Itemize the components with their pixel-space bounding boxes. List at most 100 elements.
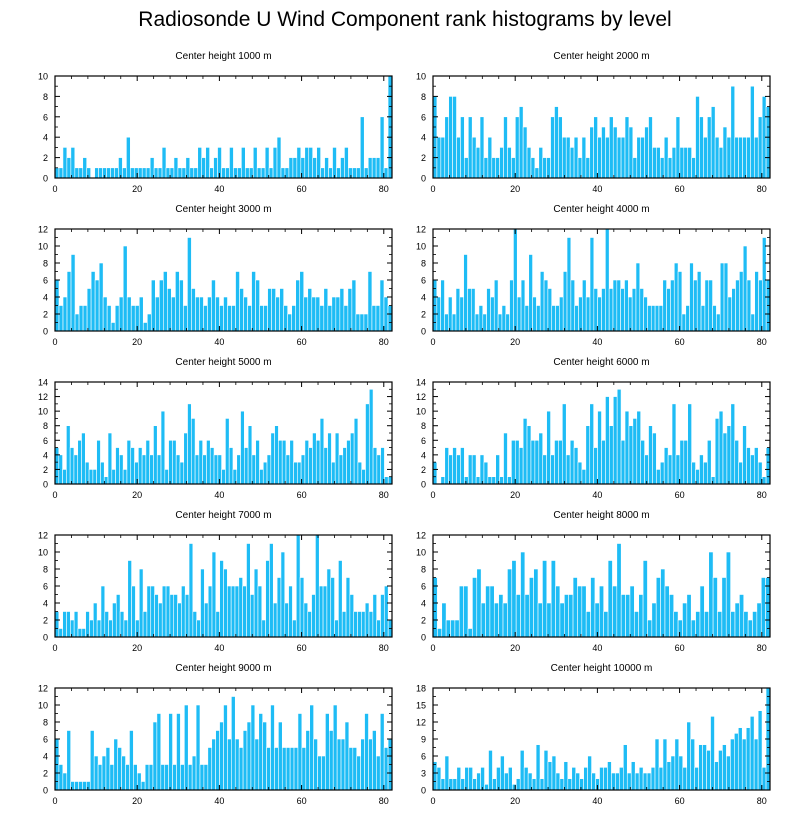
panel-8-bar (625, 594, 631, 638)
panel-3-bar (235, 271, 240, 332)
panel-4-bar (643, 296, 648, 332)
panel-1-xtick-label: 0 (52, 184, 57, 194)
panel-6-bar (487, 476, 493, 485)
panel-3-bar (315, 296, 321, 332)
panel-5-bar (262, 461, 268, 485)
panel-2-ytick-label: 10 (416, 72, 426, 82)
panel-8-bar (458, 585, 464, 638)
panel-7-bar (81, 628, 86, 638)
panel-1-bar (241, 147, 246, 179)
panel-2-title: Center height 2000 m (553, 51, 649, 62)
panel-4-bar (570, 279, 575, 332)
panel-1-bar (340, 157, 345, 179)
panel-5-bar (361, 469, 366, 485)
panel-2-bar (683, 147, 689, 179)
panel-8-bar (677, 619, 683, 638)
panel-3-bar (283, 305, 288, 332)
panel-8-bar (480, 602, 486, 638)
page-title: Radiosonde U Wind Component rank histogr… (138, 8, 672, 31)
panel-4-bar (631, 288, 637, 332)
panel-3-bar (287, 313, 293, 332)
panel-7-xtick-label: 80 (379, 643, 389, 653)
panel-1-bar (78, 167, 84, 179)
panel-5-bar (191, 418, 196, 485)
panel-3-ytick-label: 2 (43, 310, 48, 320)
panel-7-bar (295, 534, 301, 638)
panel-1-bar (137, 167, 143, 179)
panel-2-bar (530, 157, 536, 179)
panel-6-bar (659, 461, 665, 485)
panel-6-bar (632, 418, 638, 485)
panel-7-bar (154, 594, 159, 638)
panel-9-bar (297, 713, 303, 791)
panel-4-bar (762, 237, 767, 332)
panel-4-ytick-label: 4 (421, 293, 426, 303)
panel-9-bar (117, 747, 122, 791)
panel-1-bar (62, 147, 68, 179)
panel-4-bar (585, 296, 591, 332)
panel-1-bar (126, 136, 131, 179)
panel-3-bar (259, 305, 264, 332)
panel-10-bar (547, 761, 553, 791)
panel-2-bar (514, 116, 520, 179)
panel-9-bar (285, 747, 291, 791)
panel-10-bar (726, 755, 731, 791)
panel-9-ytick-label: 4 (43, 752, 48, 762)
panel-8-bar (686, 594, 692, 638)
panel-8-bar (550, 560, 556, 638)
panel-3-bar (227, 305, 232, 332)
panel-5-bar (156, 454, 162, 485)
panel-8-bar (454, 619, 460, 638)
panel-9-bar (242, 730, 248, 791)
panel-7-title: Center height 7000 m (175, 510, 271, 521)
panel-9-bar (215, 730, 220, 791)
panel-7-bar (115, 594, 121, 638)
panel-10-bar (603, 767, 608, 791)
panel-3-bar (339, 288, 345, 332)
panel-2-bar (636, 136, 641, 179)
panel-3-bar (203, 305, 208, 332)
panel-2-bar (440, 136, 446, 179)
panel-4-ytick-label: 8 (421, 259, 426, 269)
panel-6-bar (667, 454, 673, 485)
panel-6-bar (714, 418, 720, 485)
panel-3-bar (375, 305, 381, 332)
panel-5-bar (149, 454, 154, 485)
panel-9-bar (301, 747, 307, 791)
panel-3-bar (86, 288, 92, 332)
panel-9-bar (340, 738, 346, 791)
panel-10-bar (619, 767, 624, 791)
panel-6-bar (577, 461, 583, 485)
panel-9-bar (262, 721, 267, 791)
panel-7-bar (380, 594, 385, 638)
panel-3-bar (355, 313, 361, 332)
panel-10-title: Center height 10000 m (551, 663, 653, 674)
panel-6-bar (734, 439, 739, 485)
panel-6-bar (636, 410, 641, 485)
panel-2-bar (679, 147, 685, 179)
panel-1-bar (145, 167, 151, 179)
panel-1-bar (153, 167, 159, 179)
panel-10-ytick-label: 3 (421, 769, 426, 779)
panel-1-bar (371, 157, 377, 179)
panel-4-bar (501, 305, 507, 332)
panel-4-bar (566, 237, 572, 332)
panel-3-bar (387, 305, 393, 332)
panel-1-bar (221, 167, 226, 179)
panel-3-ytick-label: 8 (43, 259, 48, 269)
panel-5-bar (228, 447, 234, 485)
panel-4-bar (654, 305, 660, 332)
panel-6-bar (456, 454, 461, 485)
panel-7-bar (299, 577, 305, 638)
panel-5-bar (62, 469, 67, 485)
panel-4-bar (470, 288, 476, 332)
panel-5-bar (274, 425, 279, 485)
panel-8-bar (445, 619, 451, 638)
panel-9-bar (66, 730, 71, 791)
panel-10-bar (761, 767, 767, 791)
panel-1-ytick-label: 4 (43, 133, 48, 143)
panel-4-bar (639, 288, 644, 332)
panel-5-ytick-label: 12 (38, 392, 48, 402)
panel-4-bar (451, 313, 457, 332)
panel-1-bar (185, 157, 191, 179)
